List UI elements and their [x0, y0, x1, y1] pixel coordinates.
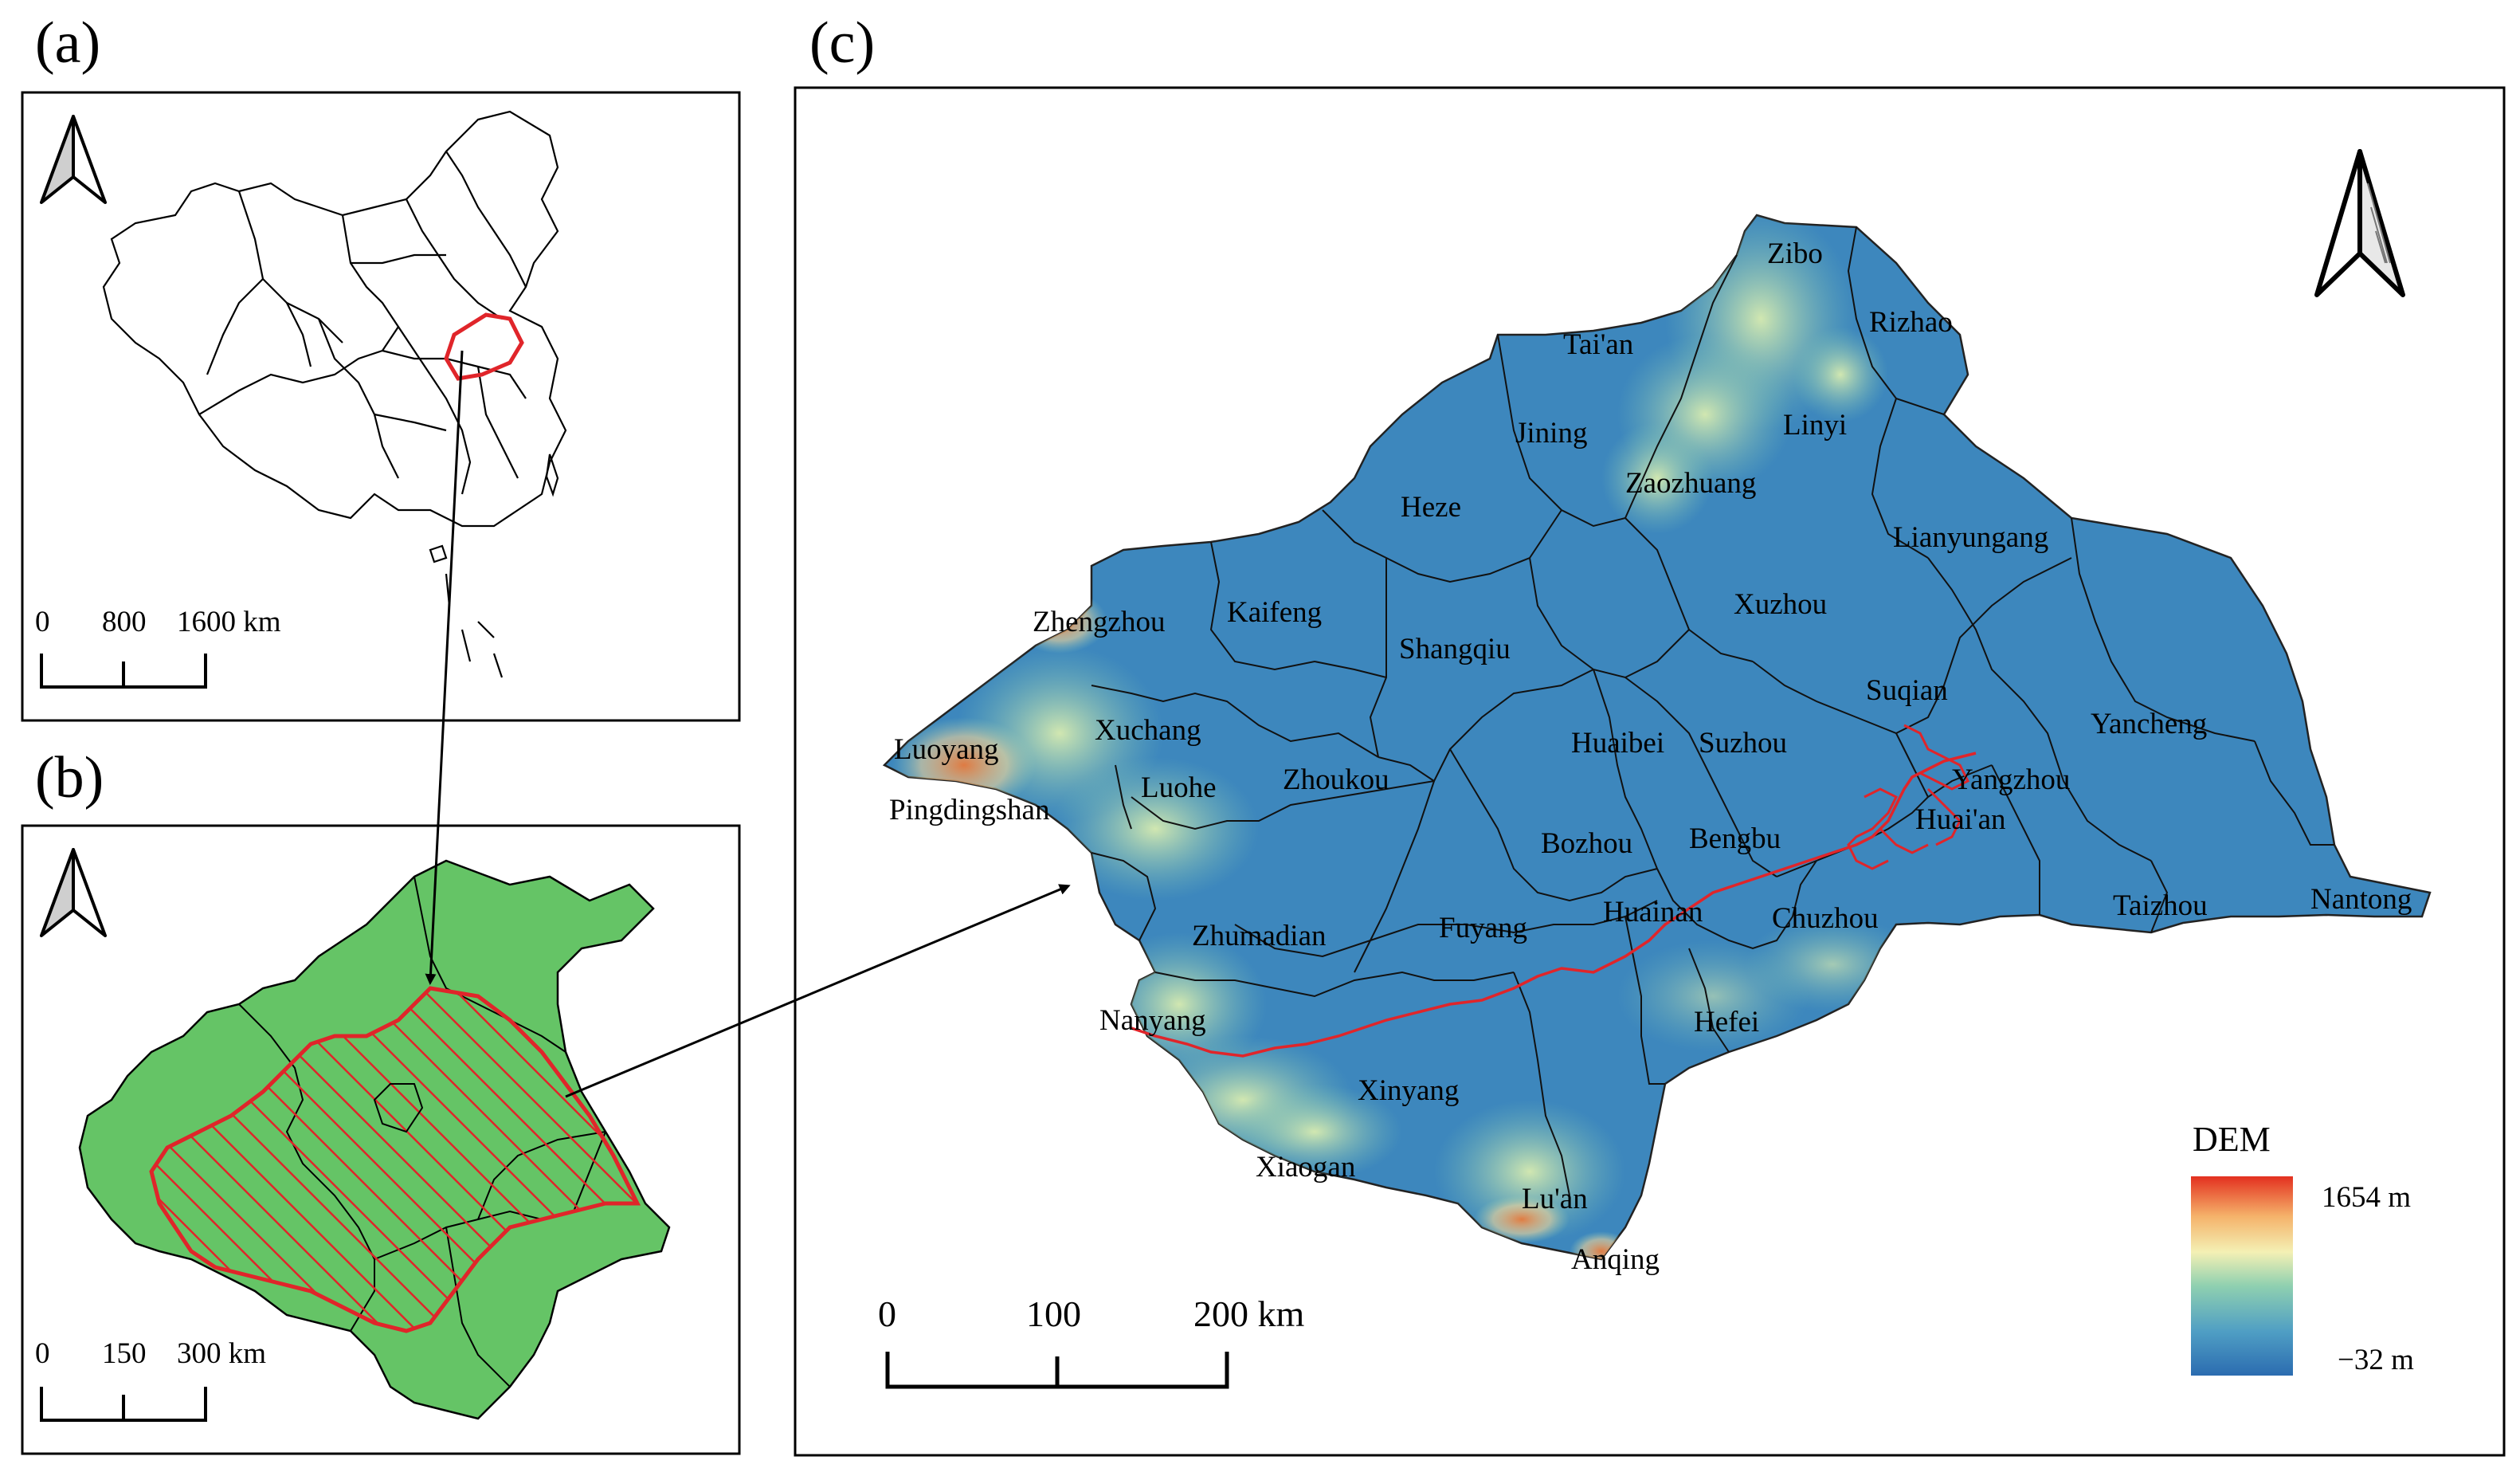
- city-label-chuzhou: Chuzhou: [1772, 902, 1879, 935]
- legend-max-label: 1654 m: [2322, 1181, 2411, 1214]
- city-label-bozhou: Bozhou: [1541, 827, 1632, 860]
- city-label-yangzhou: Yangzhou: [1952, 764, 2070, 796]
- scale-a-1600: 1600 km: [177, 606, 281, 638]
- scale-c-200: 200 km: [1193, 1293, 1305, 1334]
- panel-b: (b) 0 150 300 km: [21, 745, 741, 1455]
- connector-arrows: [425, 350, 1071, 1098]
- city-label-fuyang: Fuyang: [1439, 912, 1527, 944]
- city-label-yancheng: Yancheng: [2091, 708, 2207, 740]
- huaihe-river: [1131, 752, 1977, 1058]
- scale-b-300: 300 km: [177, 1337, 266, 1370]
- dem-legend: DEM 1654 m −32 m: [2191, 1120, 2414, 1376]
- legend-min-label: −32 m: [2338, 1344, 2414, 1376]
- city-label-xuchang: Xuchang: [1095, 714, 1201, 747]
- scale-b-0: 0: [35, 1337, 50, 1370]
- city-label-taizhou: Taizhou: [2113, 889, 2208, 922]
- city-label-luoyang: Luoyang: [894, 733, 999, 766]
- city-label-hefei: Hefei: [1694, 1006, 1759, 1038]
- scale-bar-c: 0 100 200 km: [878, 1293, 1305, 1389]
- city-label-anqing: Anqing: [1571, 1243, 1660, 1276]
- scale-c-0: 0: [878, 1293, 896, 1334]
- city-label-zaozhuang: Zaozhuang: [1625, 467, 1756, 500]
- arrow-a-to-b: [425, 350, 464, 985]
- north-arrow-icon: [40, 848, 107, 937]
- city-label-xuzhou: Xuzhou: [1734, 588, 1827, 621]
- scale-a-800: 800: [102, 606, 147, 638]
- lake-shapes: [1847, 724, 1970, 870]
- panel-b-label: (b): [35, 745, 104, 811]
- city-label-zhumadian: Zhumadian: [1192, 920, 1327, 952]
- city-label-rizhao: Rizhao: [1869, 306, 1953, 339]
- city-label-luan: Lu'an: [1522, 1183, 1588, 1215]
- city-label-jining: Jining: [1515, 417, 1587, 449]
- city-label-zhoukou: Zhoukou: [1283, 764, 1389, 796]
- north-arrow-icon: [40, 115, 107, 204]
- scale-b-150: 150: [102, 1337, 147, 1370]
- city-label-pingdingshan: Pingdingshan: [889, 794, 1049, 826]
- city-label-huaibei: Huaibei: [1571, 727, 1664, 760]
- panel-a: (a): [21, 10, 741, 722]
- city-labels: Zibo Rizhao Tai'an Linyi Jining Zaozhuan…: [889, 237, 2412, 1276]
- panel-c: (c): [794, 10, 2506, 1457]
- scale-bar-a: 0 800 1600 km: [35, 606, 281, 689]
- city-label-zibo: Zibo: [1767, 237, 1823, 270]
- legend-colorbar: [2191, 1176, 2293, 1376]
- city-label-heze: Heze: [1401, 491, 1461, 524]
- city-borders: [1091, 226, 2334, 1196]
- scale-c-100: 100: [1026, 1293, 1081, 1334]
- study-area-outline-a: [444, 312, 524, 381]
- city-label-zhengzhou: Zhengzhou: [1033, 606, 1165, 638]
- city-label-suzhou: Suzhou: [1699, 727, 1787, 760]
- city-label-taian: Tai'an: [1563, 328, 1633, 361]
- city-label-bengbu: Bengbu: [1689, 822, 1781, 855]
- arrow-b-to-c: [565, 884, 1071, 1098]
- panel-a-frame: [21, 91, 741, 722]
- scale-bar-b: 0 150 300 km: [35, 1337, 266, 1422]
- inner-border-b: [373, 1083, 424, 1133]
- city-label-nantong: Nantong: [2310, 883, 2412, 916]
- city-label-suqian: Suqian: [1866, 674, 1948, 707]
- scale-a-0: 0: [35, 606, 50, 638]
- city-label-kaifeng: Kaifeng: [1227, 596, 1322, 629]
- city-label-nanyang: Nanyang: [1099, 1004, 1206, 1037]
- panel-a-label: (a): [35, 10, 100, 76]
- north-arrow-icon: [2314, 149, 2405, 297]
- city-label-linyi: Linyi: [1783, 409, 1847, 442]
- city-label-huainan: Huainan: [1603, 896, 1703, 928]
- city-label-xiaogan: Xiaogan: [1256, 1151, 1355, 1184]
- city-label-lianyungang: Lianyungang: [1893, 521, 2048, 554]
- panel-c-label: (c): [809, 10, 875, 76]
- city-label-shangqiu: Shangqiu: [1399, 633, 1511, 665]
- city-label-luohe: Luohe: [1141, 771, 1217, 804]
- city-label-huaian: Huai'an: [1915, 803, 2006, 836]
- china-map: [102, 110, 567, 678]
- study-area-hatched: [149, 986, 641, 1333]
- city-label-xinyang: Xinyang: [1358, 1074, 1459, 1107]
- legend-title: DEM: [2193, 1120, 2271, 1159]
